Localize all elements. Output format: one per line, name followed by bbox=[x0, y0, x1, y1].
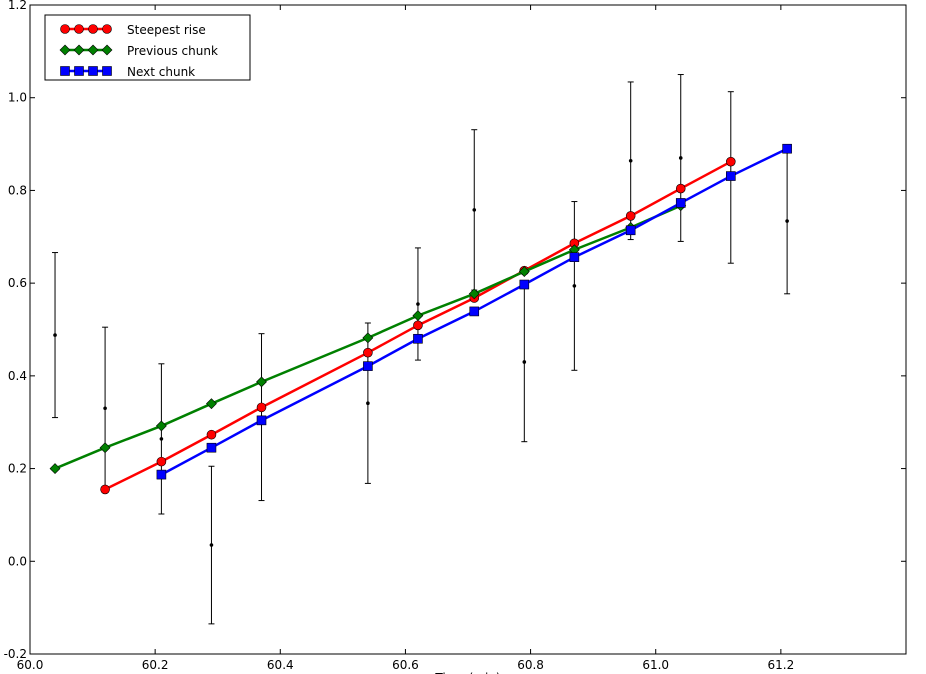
marker bbox=[363, 347, 373, 358]
marker bbox=[74, 66, 84, 76]
marker bbox=[519, 279, 530, 290]
marker bbox=[625, 225, 636, 236]
marker bbox=[102, 66, 112, 76]
y-tick-label: 0.8 bbox=[8, 183, 27, 197]
series-line bbox=[104, 160, 732, 491]
marker bbox=[156, 456, 167, 467]
y-tick-label: -0.2 bbox=[4, 647, 27, 661]
legend-label: Next chunk bbox=[127, 65, 195, 79]
error-bar-center bbox=[209, 543, 214, 547]
legend-label: Previous chunk bbox=[127, 44, 218, 58]
x-tick-label: 61.2 bbox=[767, 658, 794, 672]
error-bar bbox=[677, 74, 684, 242]
x-tick-label: 60.8 bbox=[517, 658, 544, 672]
x-tick-label: 60.0 bbox=[17, 658, 44, 672]
marker bbox=[100, 484, 110, 495]
marker bbox=[413, 333, 423, 344]
x-tick-label: 60.2 bbox=[142, 658, 169, 672]
error-bar-center bbox=[103, 406, 107, 411]
error-bar-center bbox=[416, 302, 420, 306]
marker bbox=[88, 24, 98, 34]
y-tick-label: 0.4 bbox=[8, 369, 27, 383]
marker bbox=[413, 320, 423, 331]
marker bbox=[59, 44, 71, 56]
marker bbox=[73, 44, 85, 56]
marker bbox=[101, 44, 113, 56]
marker bbox=[469, 306, 480, 317]
y-tick-label: 1.0 bbox=[8, 91, 27, 105]
error-bar-center bbox=[785, 219, 789, 223]
marker bbox=[74, 24, 84, 34]
error-bar bbox=[158, 363, 165, 515]
error-bar-center bbox=[628, 158, 633, 163]
marker bbox=[256, 402, 267, 413]
error-bar-center bbox=[159, 437, 164, 441]
marker bbox=[60, 66, 70, 76]
series-line bbox=[160, 147, 788, 476]
marker bbox=[256, 376, 267, 388]
marker bbox=[87, 44, 99, 56]
marker bbox=[363, 361, 373, 371]
marker bbox=[256, 415, 267, 426]
x-tick-label: 60.4 bbox=[267, 658, 294, 672]
marker bbox=[725, 171, 736, 181]
y-tick-label: 1.2 bbox=[8, 0, 27, 12]
error-bar bbox=[471, 129, 478, 291]
marker bbox=[725, 156, 736, 167]
y-tick-label: 0.6 bbox=[8, 276, 27, 290]
plot-frame bbox=[29, 4, 907, 655]
marker bbox=[362, 332, 374, 344]
marker bbox=[156, 469, 167, 480]
error-bar bbox=[571, 201, 578, 371]
legend-label: Steepest rise bbox=[127, 23, 206, 37]
error-bar-center bbox=[53, 333, 57, 337]
marker bbox=[625, 211, 636, 221]
error-bar-center bbox=[472, 208, 477, 212]
error-bar-center bbox=[522, 360, 527, 364]
marker bbox=[569, 252, 580, 262]
error-bar-center bbox=[366, 401, 370, 406]
marker bbox=[99, 442, 111, 454]
marker bbox=[206, 398, 217, 410]
marker bbox=[675, 198, 686, 208]
marker bbox=[782, 143, 792, 154]
marker bbox=[206, 442, 217, 453]
x-tick-label: 61.0 bbox=[642, 658, 669, 672]
marker bbox=[155, 420, 167, 432]
marker bbox=[468, 288, 480, 300]
marker bbox=[60, 24, 70, 34]
marker bbox=[412, 310, 424, 322]
marker bbox=[49, 463, 61, 474]
x-tick-label: 60.6 bbox=[392, 658, 419, 672]
series-line bbox=[54, 204, 682, 470]
x-axis-label: Time (min) bbox=[434, 671, 500, 674]
error-bar bbox=[52, 252, 59, 419]
y-tick-label: 0.0 bbox=[8, 554, 27, 568]
marker bbox=[88, 66, 98, 76]
error-bar-center bbox=[678, 156, 683, 160]
marker bbox=[206, 429, 217, 440]
marker bbox=[518, 266, 530, 277]
marker bbox=[675, 183, 686, 194]
y-tick-label: 0.2 bbox=[8, 462, 27, 476]
error-bar-center bbox=[572, 284, 577, 288]
error-bar bbox=[208, 465, 215, 625]
marker bbox=[102, 24, 112, 34]
